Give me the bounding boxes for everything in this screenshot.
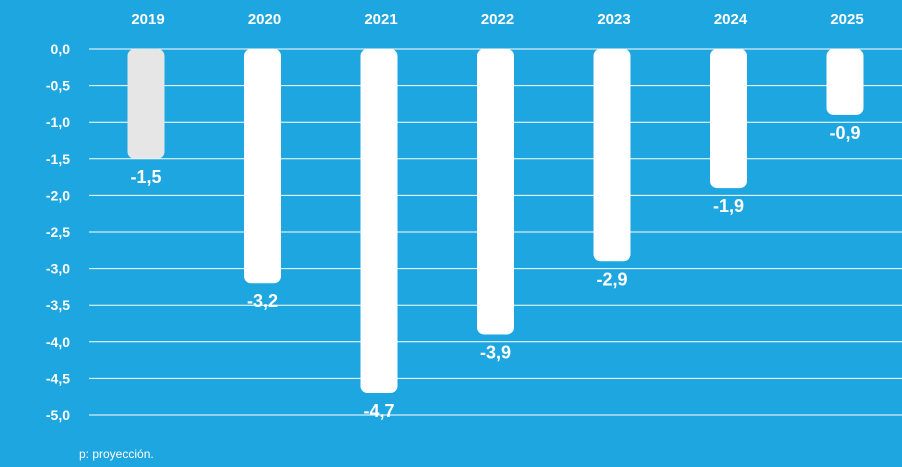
value-label: -0,9 [829, 123, 860, 143]
x-tick-label: 2020 [248, 11, 281, 28]
x-tick-label: 2021 [364, 11, 397, 28]
value-label: -4,7 [363, 401, 394, 421]
bar [127, 49, 165, 159]
value-label: -3,9 [480, 342, 511, 362]
bar [826, 49, 864, 115]
bar [360, 49, 398, 394]
x-axis-labels: 2019 2020 2021 2022 2023 2024 2025 [131, 11, 863, 28]
bar [244, 49, 281, 284]
y-tick-label: -3,5 [46, 297, 70, 313]
x-tick-label: 2023 [597, 11, 630, 28]
footnote: p: proyección. [79, 447, 154, 461]
y-tick-label: -3,0 [46, 261, 70, 277]
x-tick-label: 2025 [830, 11, 863, 28]
bar [593, 49, 631, 262]
value-label: -3,2 [247, 291, 278, 311]
x-tick-label: 2019 [131, 11, 164, 28]
y-axis-labels: 0,0 -0,5 -1,0 -1,5 -2,0 -2,5 -3,0 -3,5 -4,0 -4,5 -… [46, 41, 70, 423]
value-labels: -1,5 -3,2 -4,7 -3,9 -2,9 -1,9 -0,9 [130, 123, 860, 421]
y-tick-label: -2,0 [46, 187, 70, 203]
y-tick-label: -1,0 [46, 114, 70, 130]
y-tick-label: -5,0 [46, 407, 70, 423]
value-label: -2,9 [596, 269, 627, 289]
value-label: -1,5 [130, 167, 161, 187]
y-tick-label: -4,0 [46, 334, 70, 350]
value-label: -1,9 [713, 196, 744, 216]
y-tick-label: -0,5 [46, 78, 70, 94]
bar [477, 49, 514, 335]
y-tick-label: -2,5 [46, 224, 70, 240]
bars [127, 49, 864, 394]
y-tick-label: 0,0 [51, 41, 71, 57]
x-tick-label: 2024 [714, 11, 748, 28]
x-tick-label: 2022 [481, 11, 514, 28]
bar [710, 49, 747, 189]
y-tick-label: -1,5 [46, 151, 70, 167]
y-tick-label: -4,5 [46, 370, 70, 386]
